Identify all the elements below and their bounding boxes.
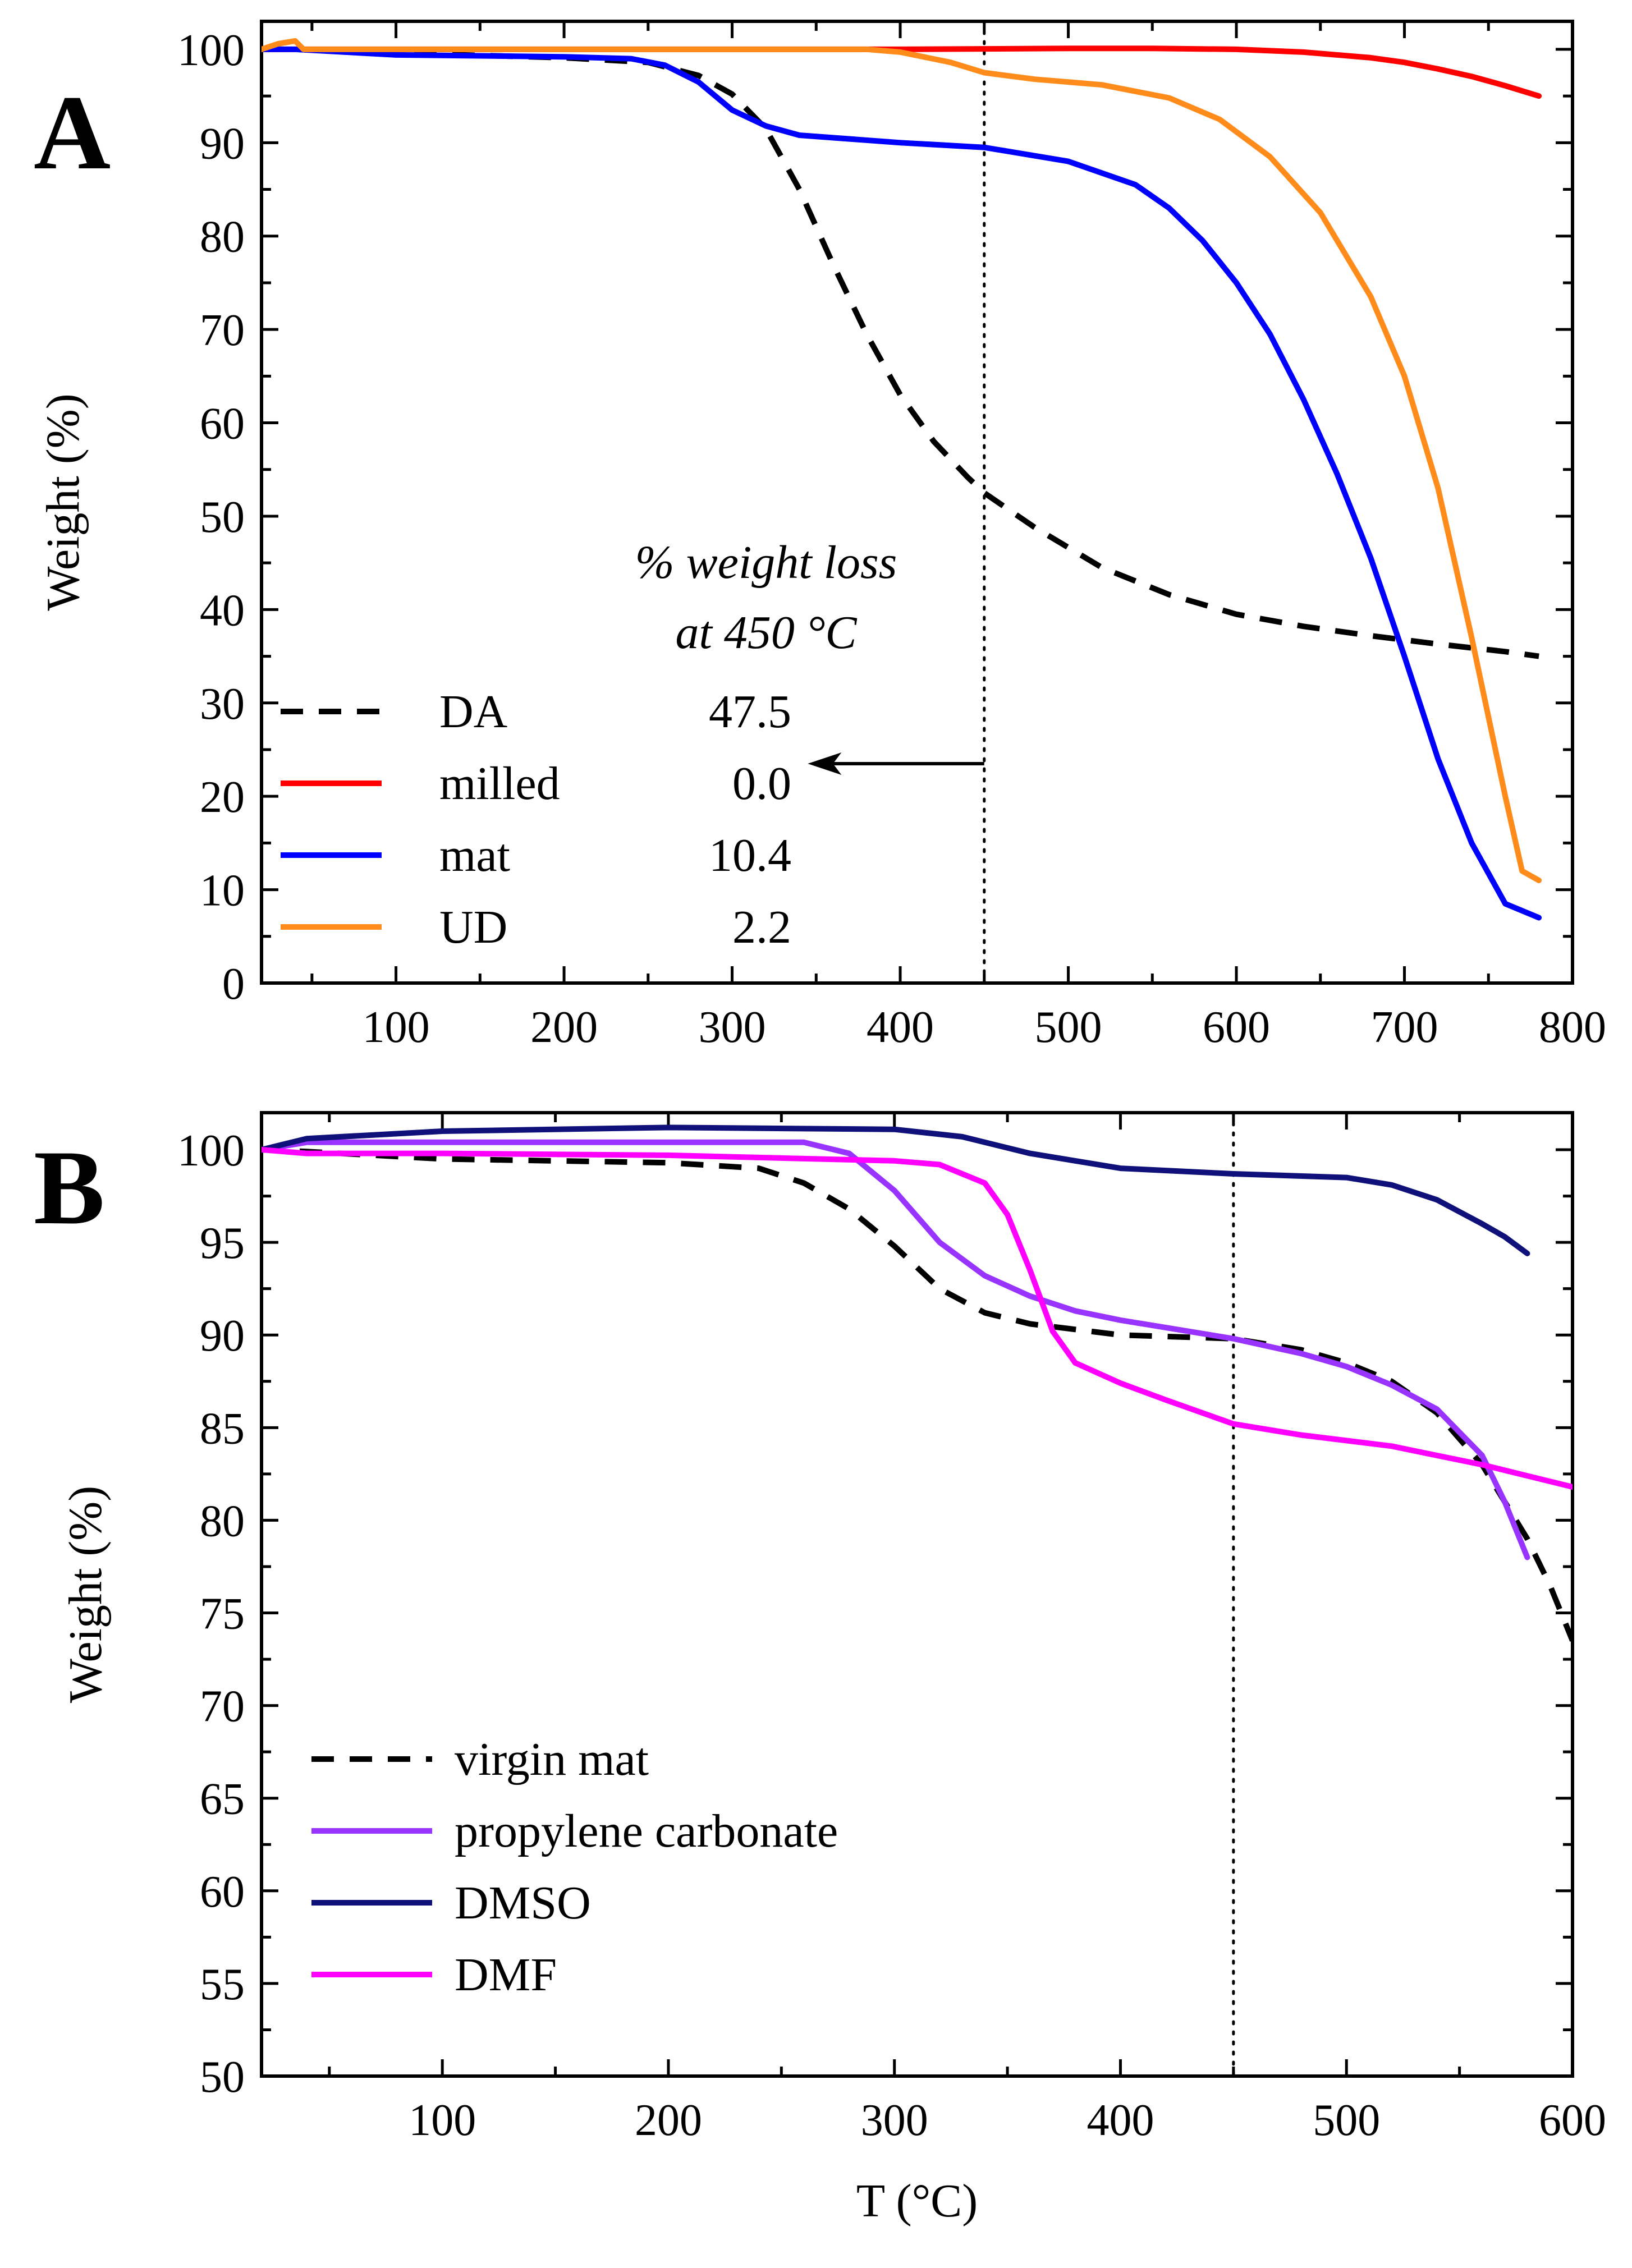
- panel-b-legend-label-virgin-mat: virgin mat: [455, 1733, 649, 1785]
- panel-a-legend-value-mat: 10.4: [709, 829, 791, 882]
- panel-a-panel-letter: A: [34, 74, 111, 192]
- panel-a-y-tick-label: 80: [200, 213, 245, 262]
- panel-a-y-tick-label: 90: [200, 119, 245, 168]
- panel-b-y-tick-label: 75: [200, 1590, 245, 1639]
- panel-a-legend-value-da: 47.5: [709, 686, 791, 738]
- panel-a-legend-value-milled: 0.0: [732, 757, 791, 810]
- panel-a-chart: 100 200 300 400 500 600 700 800 0 10 20 30 40 50 60 70 8…: [34, 20, 1606, 1052]
- panel-b-x-tick-label: 400: [1087, 2096, 1154, 2145]
- panel-a-y-tick-label: 10: [200, 866, 245, 916]
- panel-a-x-tick-label: 600: [1203, 1003, 1270, 1052]
- panel-b-y-axis-title: Weight (%): [59, 1486, 112, 1703]
- panel-a-x-tick-label: 200: [530, 1003, 598, 1052]
- panel-a-x-tick-label: 100: [363, 1003, 430, 1052]
- panel-b-y-tick-label: 95: [200, 1219, 245, 1268]
- panel-b-legend-label-propylene-carbonate: propylene carbonate: [455, 1805, 838, 1857]
- panel-b-series-dmso-line: [262, 1124, 1530, 1256]
- panel-b-y-tick-label: 100: [177, 1126, 245, 1176]
- panel-a-y-tick-label: 0: [222, 959, 245, 1009]
- panel-b-y-tick-label: 85: [200, 1404, 245, 1453]
- panel-a-y-tick-label: 50: [200, 493, 245, 542]
- panel-b-y-tick-label: 60: [200, 1867, 245, 1917]
- panel-a-series-da-line: [262, 46, 1539, 659]
- panel-b-x-tick-label: 100: [409, 2096, 476, 2145]
- panel-b-x-tick-label: 300: [861, 2096, 928, 2145]
- panel-a-series-mat-line: [262, 46, 1542, 921]
- panel-b-panel-letter: B: [34, 1129, 105, 1247]
- panel-b-x-tick-label: 500: [1313, 2096, 1380, 2145]
- panel-a-annotation-line-1: % weight loss: [635, 536, 897, 589]
- panel-a-legend-label-mat: mat: [439, 829, 510, 882]
- panel-b-chart: 100 200 300 400 500 600 50 55 60 65 70 75 80 85 90 95 10…: [34, 1111, 1606, 2227]
- panel-a-legend-label-da: DA: [439, 686, 508, 738]
- panel-b-y-tick-label: 55: [200, 1960, 245, 2009]
- panel-a-x-tick-label: 400: [867, 1003, 934, 1052]
- panel-a-x-tick-label: 700: [1371, 1003, 1438, 1052]
- panel-a-legend-value-ud: 2.2: [732, 901, 791, 953]
- panel-b-series-dmf-line: [262, 1147, 1573, 1490]
- panel-a-x-tick-label: 500: [1035, 1003, 1102, 1052]
- panel-b-y-tick-label: 50: [200, 2053, 245, 2102]
- panel-b-y-tick-label: 90: [200, 1311, 245, 1361]
- panel-a-y-tick-label: 20: [200, 773, 245, 822]
- panel-a-y-tick-label: 60: [200, 400, 245, 449]
- panel-b-y-tick-label: 80: [200, 1496, 245, 1546]
- panel-a-series-ud-line: [262, 38, 1542, 883]
- panel-a-y-tick-label: 100: [177, 26, 245, 75]
- panel-a-y-tick-label: 30: [200, 680, 245, 729]
- panel-b-legend-label-dmso: DMSO: [455, 1877, 591, 1929]
- panel-b-y-tick-label: 65: [200, 1775, 245, 1824]
- panel-a-arrow-head: [808, 752, 842, 775]
- panel-a-x-tick-label: 800: [1539, 1003, 1606, 1052]
- panel-a-plot-frame: [260, 20, 1574, 985]
- panel-a-y-tick-label: 70: [200, 306, 245, 355]
- panel-a-annotation-line-2: at 450 °C: [676, 607, 858, 659]
- panel-a-legend-label-milled: milled: [439, 757, 560, 810]
- panel-b-legend-label-dmf: DMF: [455, 1949, 557, 2001]
- panel-a-y-tick-label: 40: [200, 586, 245, 635]
- panel-a-legend-label-ud: UD: [439, 901, 507, 953]
- panel-b-series-virgin-mat-line: [262, 1147, 1573, 1642]
- panel-b-x-tick-label: 600: [1539, 2096, 1606, 2145]
- panel-a-x-tick-label: 300: [699, 1003, 766, 1052]
- panel-b-x-tick-label: 200: [635, 2096, 702, 2145]
- panel-b-y-tick-label: 70: [200, 1682, 245, 1732]
- panel-b-x-axis-title: T (°C): [856, 2175, 978, 2227]
- panel-a-y-axis-title: Weight (%): [37, 393, 89, 610]
- panel-b-series-propylene-carbonate-line: [262, 1139, 1530, 1560]
- panel-b-plot-frame: [260, 1111, 1574, 2078]
